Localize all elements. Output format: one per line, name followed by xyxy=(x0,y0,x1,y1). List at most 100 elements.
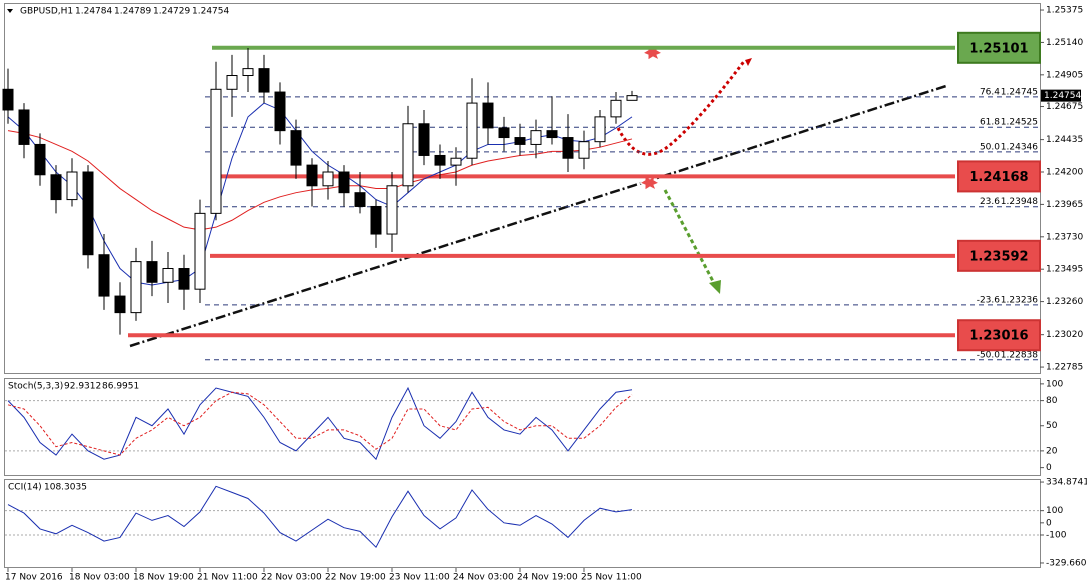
ohlc-reading: 1.24789 xyxy=(114,7,151,17)
candle-body xyxy=(66,171,78,201)
candle-body xyxy=(402,123,414,187)
y-tick-label: 334.8741 xyxy=(1046,478,1087,488)
candle-body xyxy=(482,102,494,129)
candle-body xyxy=(466,102,478,159)
y-tick-label: 1.24435 xyxy=(1046,135,1083,145)
fib-level: 23.6 xyxy=(980,197,1000,207)
candle-body xyxy=(274,91,286,132)
candle-body xyxy=(226,75,238,90)
x-tick-label: 25 Nov 11:00 xyxy=(581,573,642,583)
candle-body xyxy=(162,268,174,283)
fib-level: -50.0 xyxy=(977,350,1001,360)
y-tick-label: 1.22785 xyxy=(1046,363,1083,373)
candle-body xyxy=(130,261,142,314)
indicator-line xyxy=(7,485,633,549)
candle-body xyxy=(210,88,222,214)
fib-price: 1.23236 xyxy=(1001,295,1038,305)
candle-body xyxy=(178,268,190,290)
candle-body xyxy=(82,171,94,256)
y-tick-label: 100 xyxy=(1046,506,1063,516)
up-arrow xyxy=(616,59,747,156)
y-tick-label: 1.24905 xyxy=(1046,70,1083,80)
y-tick-label: 1.25140 xyxy=(1046,38,1083,48)
indicator-line xyxy=(7,130,633,231)
y-tick-label: 1.23260 xyxy=(1046,297,1083,307)
fib-level: 50.0 xyxy=(980,142,1000,152)
fib-level: 76.4 xyxy=(980,87,1000,97)
y-tick-label: 0 xyxy=(1046,518,1052,528)
candle-body xyxy=(386,185,398,235)
candle-body xyxy=(578,141,590,159)
y-tick-label: 1.24675 xyxy=(1046,102,1083,112)
indicator-title: Stoch(5,3,3) xyxy=(8,382,63,392)
candle-body xyxy=(2,88,14,111)
candle-body xyxy=(626,95,638,101)
y-tick-label: 1.23495 xyxy=(1046,265,1083,275)
indicator-reading: 108.3035 xyxy=(44,483,87,493)
x-tick-label: 22 Nov 19:00 xyxy=(325,573,386,583)
candle-body xyxy=(594,116,606,143)
y-tick-label: 80 xyxy=(1046,396,1058,406)
candle-body xyxy=(34,143,46,176)
price-box xyxy=(1041,89,1081,102)
indicator-title: CCI(14) xyxy=(8,483,42,493)
y-tick-label: 1.23730 xyxy=(1046,232,1083,242)
x-tick-label: 17 Nov 2016 xyxy=(5,573,63,583)
level-box xyxy=(957,160,1041,193)
candle-body xyxy=(50,174,62,201)
candle-body xyxy=(306,164,318,187)
stoch-pane xyxy=(4,378,1041,476)
menu-arrow xyxy=(7,9,13,13)
candle-body xyxy=(258,68,270,93)
ohlc-reading: 1.24754 xyxy=(192,7,229,17)
y-tick-label: 20 xyxy=(1046,446,1058,456)
candle-body xyxy=(370,205,382,235)
fib-level: -23.6 xyxy=(977,295,1001,305)
candle-body xyxy=(114,295,126,314)
candle-body xyxy=(562,137,574,159)
y-tick-label: 1.23965 xyxy=(1046,200,1083,210)
fib-level: 61.8 xyxy=(980,118,1000,128)
candle-body xyxy=(354,192,366,207)
fib-price: 1.24525 xyxy=(1001,118,1038,128)
x-tick-label: 21 Nov 11:00 xyxy=(197,573,258,583)
x-tick-label: 22 Nov 03:00 xyxy=(261,573,322,583)
y-tick-label: -329.6601 xyxy=(1046,558,1087,568)
level-box xyxy=(957,239,1041,272)
candle-body xyxy=(546,130,558,139)
x-tick-label: 24 Nov 03:00 xyxy=(453,573,514,583)
indicator-reading: 86.9951 xyxy=(102,382,139,392)
candle-body xyxy=(242,68,254,77)
y-tick-label: 1.25375 xyxy=(1046,6,1083,16)
level-label: 1.25101 xyxy=(969,41,1028,56)
indicator-line xyxy=(7,102,633,286)
level-label: 1.23592 xyxy=(969,249,1028,264)
fib-price: 1.24346 xyxy=(1001,142,1038,152)
y-tick-label: 0 xyxy=(1046,463,1052,473)
symbol: GBPUSD,H1 xyxy=(20,7,73,17)
up-arrow-head xyxy=(745,58,752,66)
fib-price: 1.24745 xyxy=(1001,87,1038,97)
candle-body xyxy=(146,261,158,283)
indicator-reading: 92.9312 xyxy=(64,382,101,392)
level-label: 1.24168 xyxy=(969,170,1028,185)
down-arrow xyxy=(663,189,717,286)
fib-price: 1.22838 xyxy=(1001,350,1038,360)
fib-price: 1.23948 xyxy=(1001,197,1038,207)
ohlc-reading: 1.24784 xyxy=(75,7,112,17)
y-tick-label: 1.24200 xyxy=(1046,168,1083,178)
indicator-line xyxy=(7,386,633,461)
level-box xyxy=(957,319,1041,352)
down-arrow-head xyxy=(709,280,721,294)
y-tick-label: 1.23020 xyxy=(1046,330,1083,340)
candle-body xyxy=(434,154,446,166)
candle-body xyxy=(194,212,206,290)
candle-body xyxy=(18,109,30,145)
candle-body xyxy=(338,171,350,194)
cci-pane xyxy=(4,479,1041,568)
y-tick-label: -100 xyxy=(1046,531,1067,541)
y-tick-label: 100 xyxy=(1046,379,1063,389)
candle-body xyxy=(98,254,110,297)
trendline xyxy=(129,84,947,348)
